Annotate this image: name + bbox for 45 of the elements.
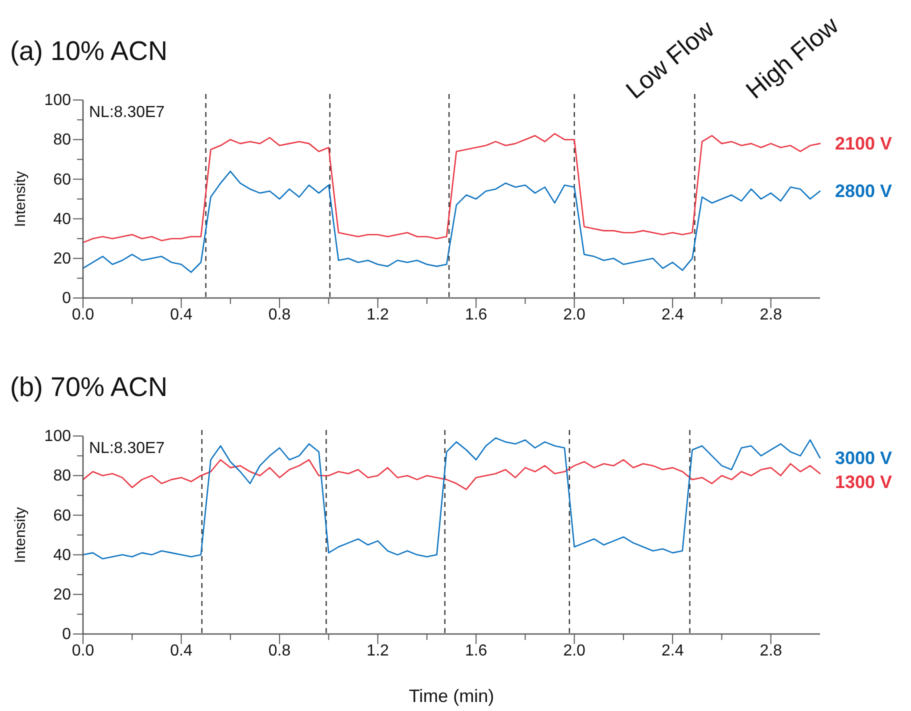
- x-tick-label: 0.8: [268, 306, 291, 324]
- x-tick-label: 2.0: [563, 642, 586, 660]
- series-label: 2800 V: [835, 181, 892, 202]
- y-axis-title: Intensity: [12, 506, 29, 563]
- x-tick-label: 1.6: [464, 306, 488, 324]
- y-tick-label: 20: [53, 586, 72, 604]
- series-label: 2100 V: [835, 134, 892, 154]
- y-tick-label: 80: [53, 468, 72, 485]
- chart-title: (a) 10% ACN: [10, 36, 168, 66]
- line-series: [82, 459, 821, 490]
- y-tick-label: 0: [62, 290, 72, 308]
- annotation: NL:8.30E7: [89, 440, 165, 457]
- line-series: [82, 133, 821, 244]
- x-tick-label: 2.8: [760, 642, 782, 660]
- y-tick-label: 100: [44, 428, 72, 446]
- y-tick-label: 40: [53, 210, 72, 228]
- chart-title: (b) 70% ACN: [10, 372, 168, 402]
- y-tick-label: 40: [53, 546, 72, 564]
- x-tick-label: 0.0: [72, 642, 94, 660]
- annotation: High Flow: [740, 11, 845, 105]
- x-tick-label: 1.2: [366, 306, 390, 324]
- annotation: NL:8.30E7: [89, 104, 165, 121]
- x-tick-label: 2.4: [661, 306, 684, 324]
- y-axis-title: Intensity: [12, 170, 29, 227]
- x-tick-label: 0.4: [170, 306, 192, 324]
- y-tick-label: 60: [53, 171, 72, 188]
- y-tick-label: 100: [44, 92, 72, 110]
- x-tick-label: 1.2: [366, 642, 390, 660]
- x-tick-label: 2.8: [760, 306, 782, 324]
- y-tick-label: 20: [53, 250, 72, 268]
- x-tick-label: 0.0: [72, 306, 94, 324]
- line-series: [82, 437, 821, 560]
- x-tick-label: 0.4: [170, 642, 192, 660]
- line-series: [82, 170, 821, 273]
- x-tick-label: 1.6: [464, 642, 488, 660]
- annotation: Low Flow: [620, 14, 720, 105]
- series-label: 3000 V: [835, 448, 892, 468]
- x-axis-title: Time (min): [408, 686, 494, 706]
- x-tick-label: 2.4: [661, 642, 684, 660]
- x-tick-label: 0.8: [268, 642, 291, 660]
- y-tick-label: 0: [62, 626, 72, 644]
- series-label: 1300 V: [835, 472, 892, 492]
- x-tick-label: 2.0: [563, 306, 586, 324]
- y-tick-label: 80: [53, 132, 72, 149]
- y-tick-label: 60: [53, 507, 72, 524]
